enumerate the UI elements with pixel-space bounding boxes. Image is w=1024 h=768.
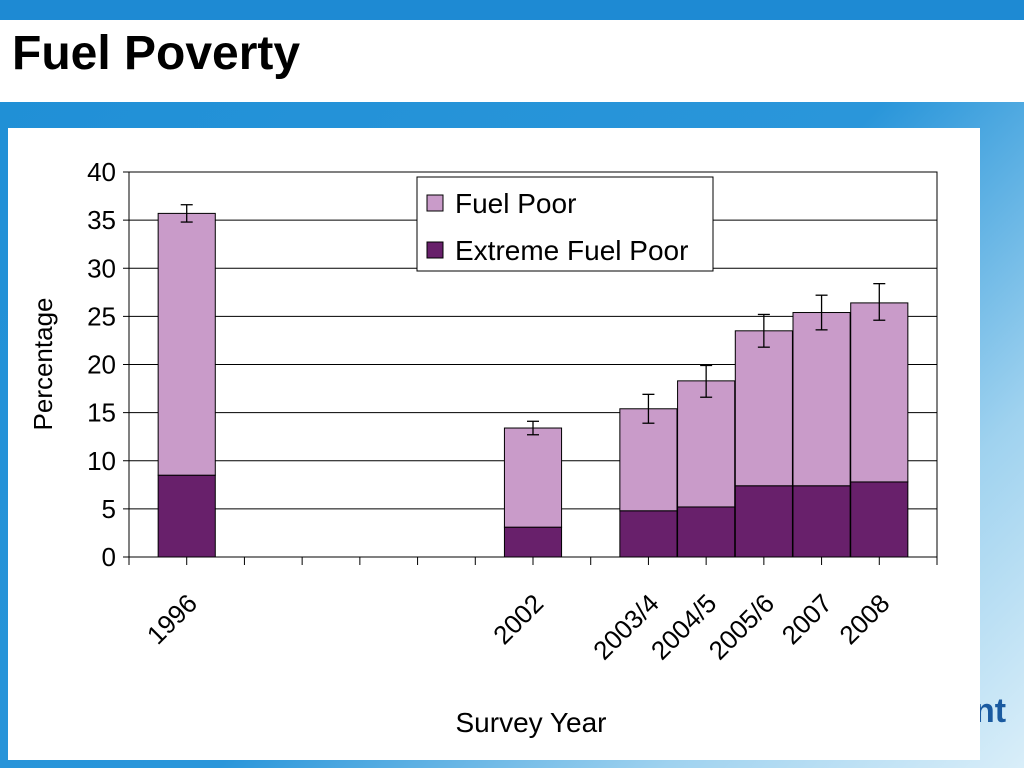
bar-fuel-poor: [850, 302, 909, 483]
slide-title: Fuel Poverty: [12, 27, 301, 80]
bar-extreme-fuel-poor: [619, 510, 678, 558]
bar-fuel-poor: [677, 380, 736, 508]
legend-label-extreme-fuel-poor: Extreme Fuel Poor: [455, 235, 688, 266]
x-tick-label: 2005/6: [703, 588, 780, 665]
bar-fuel-poor: [503, 427, 563, 528]
bar-extreme-fuel-poor: [792, 485, 851, 558]
bar-fuel-poor: [792, 312, 851, 487]
bar-extreme-fuel-poor: [503, 526, 563, 558]
bar-extreme-fuel-poor: [677, 506, 736, 558]
legend-swatch-fuel-poor: [426, 194, 444, 212]
bar-fuel-poor: [619, 408, 678, 512]
y-tick-label: 10: [87, 446, 116, 476]
y-tick-label: 30: [87, 253, 116, 283]
x-tick-label: 2007: [776, 588, 838, 650]
bars: [157, 212, 909, 558]
bar-extreme-fuel-poor: [734, 485, 793, 558]
bar-fuel-poor: [734, 330, 793, 487]
chart-panel: 0 5 10 15 20 25 30 35 40 1996 2002 2003/4 2004/5 200…: [8, 128, 980, 760]
legend-box: [416, 176, 714, 272]
axes: [123, 171, 938, 565]
x-tick-label: 2004/5: [645, 588, 722, 665]
legend-swatch-extreme-fuel-poor: [426, 241, 444, 259]
x-tick-label: 2008: [833, 588, 895, 650]
x-axis-label: Survey Year: [456, 707, 607, 738]
x-tick-label: 2002: [487, 588, 549, 650]
y-axis-label: Percentage: [28, 298, 58, 431]
y-tick-label: 15: [87, 398, 116, 428]
y-tick-label: 35: [87, 205, 116, 235]
y-tick-label: 20: [87, 350, 116, 380]
bar-extreme-fuel-poor: [157, 474, 216, 558]
y-tick-label: 5: [102, 494, 116, 524]
legend: Fuel Poor Extreme Fuel Poor: [416, 176, 714, 272]
x-tick-label: 2003/4: [587, 588, 664, 665]
y-tick-label: 0: [102, 542, 116, 572]
bar-extreme-fuel-poor: [850, 481, 909, 558]
y-tick-labels: 0 5 10 15 20 25 30 35 40: [87, 157, 116, 572]
x-tick-label: 1996: [141, 588, 203, 650]
title-band: [0, 20, 1024, 102]
y-tick-label: 40: [87, 157, 116, 187]
y-tick-label: 25: [87, 301, 116, 331]
top-accent-bar: [0, 0, 1024, 20]
bar-fuel-poor: [157, 212, 216, 476]
legend-label-fuel-poor: Fuel Poor: [455, 188, 576, 219]
error-bars: [180, 204, 886, 436]
